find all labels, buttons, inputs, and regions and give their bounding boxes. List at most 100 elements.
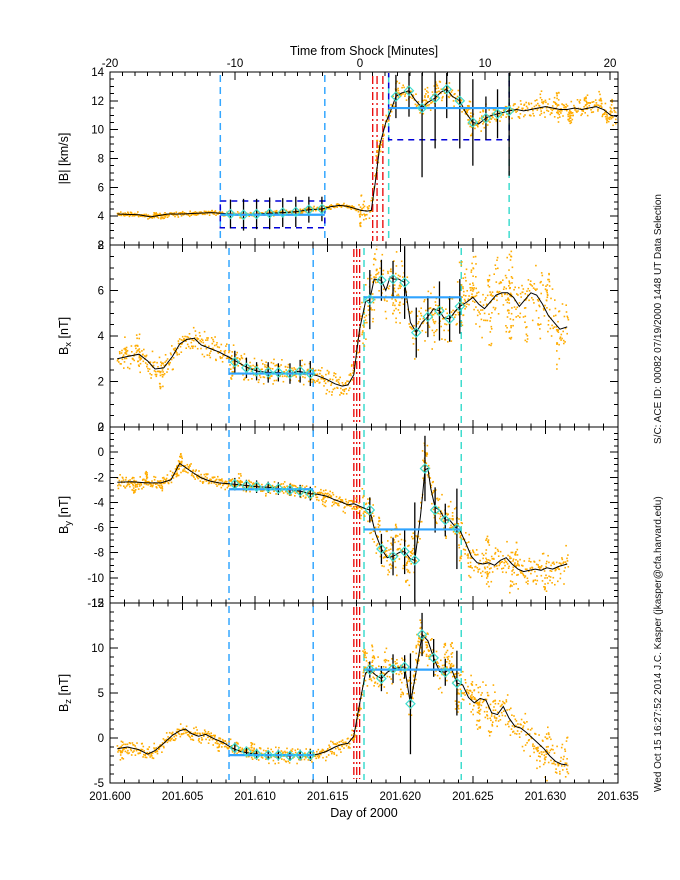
selection-diamond-marker — [410, 327, 422, 338]
y-tick-label: 6 — [98, 182, 104, 194]
selection-diamond-marker — [264, 207, 276, 219]
selection-diamond-marker — [492, 108, 503, 120]
selection-diamond-marker — [304, 488, 316, 499]
selection-diamond-marker — [419, 463, 431, 474]
selection-diamond-marker — [364, 664, 376, 675]
bottom-tick-label: 201.600 — [89, 791, 131, 803]
y-tick-label: -6 — [94, 523, 104, 535]
selection-diamond-marker — [454, 95, 466, 107]
selection-diamond-marker — [441, 83, 453, 95]
top-tick-label: 20 — [604, 58, 617, 70]
selection-diamond-marker — [241, 362, 252, 374]
selection-diamond-marker — [273, 749, 284, 761]
y-tick-label: 8 — [98, 154, 104, 166]
selection-diamond-marker — [290, 206, 302, 218]
bottom-tick-label: 201.625 — [452, 791, 494, 803]
selection-diamond-marker — [429, 92, 441, 104]
annotation-author-timestamp: Wed Oct 15 16:27:52 2014 J.C. Kasper (jk… — [653, 496, 664, 792]
y-tick-label: 10 — [91, 125, 104, 137]
top-tick-label: 0 — [357, 58, 363, 70]
selection-diamond-marker — [294, 485, 306, 497]
selection-diamond-marker — [251, 481, 262, 493]
selection-diamond-marker — [399, 661, 410, 673]
selection-range-box — [387, 73, 510, 141]
y-tick-label: 0 — [98, 422, 104, 434]
top-tick-label: 10 — [479, 58, 492, 70]
selection-diamond-marker — [303, 204, 315, 216]
selection-diamond-marker — [387, 551, 399, 562]
selection-diamond-marker — [390, 91, 402, 102]
annotation-spacecraft-id: S/C: ACE ID: 00082 07/19/2000 1448 UT Da… — [653, 194, 664, 444]
bottom-tick-label: 201.615 — [307, 791, 349, 803]
selection-diamond-marker — [241, 480, 252, 491]
selection-diamond-marker — [229, 356, 241, 368]
selection-diamond-marker — [229, 742, 241, 754]
bottom-tick-label: 201.610 — [234, 791, 276, 803]
top-axis-title: Time from Shock [Minutes] — [289, 44, 439, 58]
scatter-points — [116, 442, 570, 594]
y-tick-label: 14 — [91, 67, 104, 79]
top-tick-label: -20 — [102, 58, 119, 70]
y-tick-label: 0 — [98, 447, 104, 459]
selection-diamond-marker — [251, 365, 262, 377]
selection-diamond-marker — [503, 105, 515, 117]
y-tick-label: 4 — [98, 211, 105, 223]
y-axis-title: Bz [nT] — [57, 674, 74, 712]
y-tick-label: 2 — [98, 422, 104, 434]
selection-diamond-marker — [439, 514, 451, 526]
y-tick-label: 10 — [91, 643, 104, 655]
selection-diamond-marker — [428, 652, 440, 664]
selection-diamond-marker — [444, 313, 455, 325]
selection-diamond-marker — [376, 274, 387, 286]
selection-diamond-marker — [241, 746, 252, 757]
y-tick-label: 2 — [98, 377, 104, 389]
selection-diamond-marker — [251, 208, 262, 220]
selection-diamond-marker — [387, 663, 399, 675]
y-axis-title: By [nT] — [57, 496, 74, 534]
selection-diamond-marker — [238, 209, 249, 221]
selection-diamond-marker — [273, 483, 284, 494]
selection-diamond-marker — [262, 367, 274, 378]
y-tick-label: 5 — [98, 688, 104, 700]
selection-diamond-marker — [405, 698, 416, 710]
averaged-data-line — [117, 276, 568, 387]
selection-diamond-marker — [451, 677, 463, 689]
y-tick-label: 12 — [91, 96, 104, 108]
bottom-tick-label: 201.620 — [379, 791, 421, 803]
panel-0: 2 4 6 8 10 12 14 |B| [km/s] — [57, 67, 619, 252]
selection-diamond-marker — [454, 301, 466, 312]
selection-diamond-marker — [304, 368, 316, 379]
selection-diamond-marker — [422, 311, 434, 323]
y-tick-label: 8 — [98, 240, 104, 252]
y-ticks — [110, 602, 618, 784]
selection-diamond-marker — [434, 305, 445, 317]
selection-diamond-marker — [294, 749, 306, 761]
y-tick-label: -5 — [94, 778, 104, 790]
scatter-points — [116, 619, 570, 782]
selection-diamond-marker — [262, 749, 274, 761]
selection-diamond-marker — [284, 750, 296, 762]
selection-diamond-marker — [364, 504, 376, 516]
scatter-points — [116, 246, 570, 396]
top-tick-label: -10 — [227, 58, 244, 70]
selection-diamond-marker — [399, 546, 410, 557]
selection-diamond-marker — [284, 368, 296, 379]
selection-diamond-marker — [294, 365, 306, 377]
panel-3: -5 0 5 10 15 Bz [nT] — [57, 598, 619, 790]
y-tick-label: 4 — [98, 331, 105, 343]
selection-diamond-marker — [251, 748, 262, 760]
selection-diamond-marker — [304, 749, 316, 761]
selection-diamond-marker — [273, 367, 284, 378]
bottom-axis-title: Day of 2000 — [330, 806, 398, 820]
y-axis-title: Bx [nT] — [57, 317, 74, 355]
bottom-tick-label: 201.635 — [597, 791, 639, 803]
y-tick-label: -10 — [87, 573, 104, 585]
selection-diamond-marker — [480, 112, 492, 124]
y-tick-label: -12 — [87, 598, 104, 610]
selection-diamond-marker — [387, 273, 399, 285]
selection-diamond-marker — [467, 117, 479, 128]
